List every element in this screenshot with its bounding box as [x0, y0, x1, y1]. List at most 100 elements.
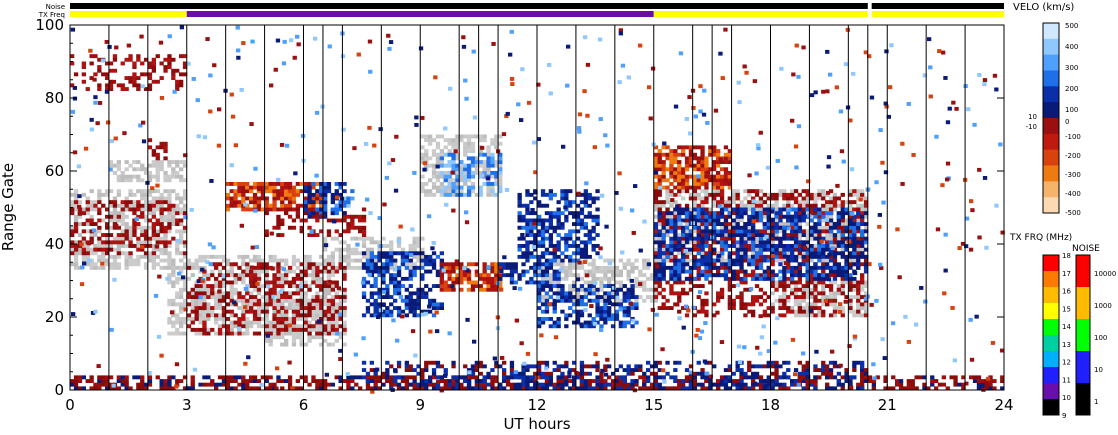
data-cell: [361, 218, 367, 223]
data-cell: [190, 262, 195, 267]
data-cell: [112, 54, 118, 59]
data-cell: [116, 160, 121, 164]
data-cell: [400, 298, 406, 303]
data-cell: [856, 196, 861, 201]
data-cell: [708, 222, 713, 226]
data-cell: [455, 156, 460, 161]
data-cell: [677, 174, 682, 179]
data-cell: [81, 211, 86, 216]
data-cell: [81, 251, 86, 256]
data-cell: [171, 262, 176, 267]
data-cell: [245, 185, 250, 190]
data-cell: [653, 240, 659, 245]
data-cell: [797, 251, 802, 256]
data-cell: [132, 192, 137, 197]
data-cell: [708, 178, 713, 183]
data-cell: [591, 236, 596, 241]
data-cell: [552, 254, 557, 259]
data-cell: [326, 331, 332, 336]
data-cell: [346, 200, 351, 205]
data-cell: [603, 258, 608, 263]
data-cell: [614, 302, 620, 307]
data-cell: [669, 306, 674, 310]
data-cell: [474, 163, 479, 168]
data-cell: [151, 262, 156, 267]
data-cell: [809, 196, 814, 201]
data-cell: [809, 214, 814, 219]
data-cell: [295, 302, 300, 307]
data-cell: [735, 269, 740, 274]
data-cell: [688, 174, 694, 179]
data-cell: [272, 291, 277, 296]
data-cell: [268, 280, 273, 285]
data-cell: [73, 254, 79, 259]
data-cell: [591, 214, 596, 219]
data-cell: [350, 196, 355, 201]
data-cell: [163, 178, 168, 183]
data-cell: [155, 196, 160, 201]
data-cell: [700, 200, 705, 205]
data-cell: [665, 254, 670, 259]
data-cell: [249, 273, 254, 278]
data-cell: [147, 258, 153, 263]
data-cell: [365, 254, 371, 259]
data-cell: [502, 262, 507, 267]
data-cell: [669, 247, 674, 252]
data-cell: [661, 218, 666, 223]
data-cell: [319, 331, 324, 336]
data-cell: [167, 240, 172, 245]
data-cell: [700, 152, 705, 157]
data-cell: [443, 284, 448, 288]
data-cell: [560, 258, 565, 263]
data-cell: [342, 203, 347, 208]
data-cell: [77, 207, 83, 212]
data-cell: [805, 203, 810, 208]
data-cell: [684, 167, 690, 172]
data-cell: [334, 302, 339, 307]
data-cell: [751, 313, 756, 318]
data-cell: [280, 335, 285, 340]
data-cell: [303, 265, 308, 270]
data-cell: [754, 298, 760, 303]
data-cell: [299, 302, 304, 307]
data-cell: [696, 163, 701, 168]
data-cell: [315, 214, 320, 219]
data-cell: [805, 302, 810, 307]
data-cell: [408, 247, 413, 252]
data-cell: [797, 306, 802, 310]
data-cell: [603, 269, 608, 274]
data-cell: [179, 200, 184, 205]
data-cell: [572, 200, 577, 205]
data-cell: [797, 265, 802, 270]
data-cell: [684, 291, 690, 296]
data-cell: [832, 313, 838, 318]
data-cell: [124, 200, 129, 205]
data-cell: [692, 163, 697, 168]
data-cell: [797, 211, 802, 216]
data-cell: [256, 203, 262, 208]
data-cell: [85, 207, 90, 212]
data-cell: [264, 280, 269, 285]
data-cell: [863, 313, 869, 318]
data-cell: [81, 192, 86, 197]
data-cell: [817, 298, 822, 303]
data-cell: [544, 302, 550, 307]
data-cell: [579, 240, 585, 245]
data-cell: [428, 309, 433, 314]
data-cell: [315, 317, 320, 321]
data-cell: [326, 233, 332, 237]
data-cell: [179, 207, 184, 212]
data-cell: [782, 222, 787, 226]
data-cell: [416, 258, 421, 263]
data-cell: [217, 273, 223, 278]
data-cell: [280, 306, 285, 310]
data-cell: [560, 276, 565, 281]
data-cell: [116, 178, 121, 183]
data-cell: [579, 225, 585, 230]
data-cell: [786, 298, 791, 303]
data-cell: [575, 265, 581, 270]
data-cell: [583, 189, 588, 194]
data-cell: [120, 236, 125, 241]
data-cell: [272, 317, 277, 321]
data-cell: [712, 174, 717, 179]
